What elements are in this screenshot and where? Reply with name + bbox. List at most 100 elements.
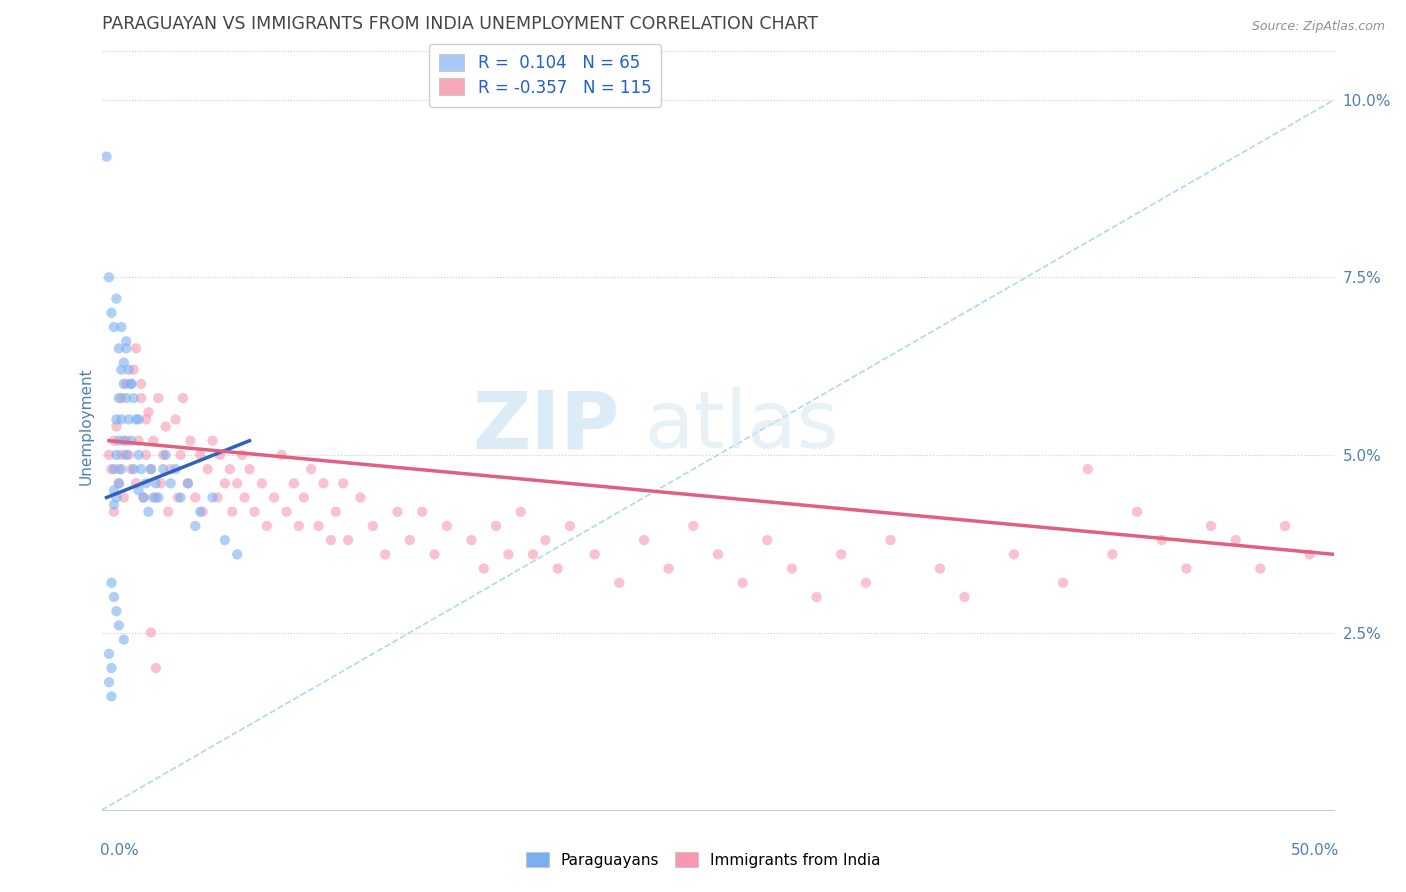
Point — [105, 419, 128, 434]
Legend: R =  0.104   N = 65, R = -0.357   N = 115: R = 0.104 N = 65, R = -0.357 N = 115 — [429, 44, 661, 106]
Point — [142, 434, 165, 448]
Point — [214, 476, 236, 491]
Point — [98, 448, 121, 462]
Point — [108, 462, 131, 476]
Y-axis label: Unemployment: Unemployment — [79, 368, 93, 485]
Point — [100, 661, 122, 675]
Point — [879, 533, 901, 548]
Point — [361, 519, 384, 533]
Point — [165, 462, 187, 476]
Text: PARAGUAYAN VS IMMIGRANTS FROM INDIA UNEMPLOYMENT CORRELATION CHART: PARAGUAYAN VS IMMIGRANTS FROM INDIA UNEM… — [101, 15, 818, 33]
Point — [112, 355, 135, 369]
Point — [1150, 533, 1173, 548]
Point — [522, 547, 544, 561]
Point — [374, 547, 396, 561]
Point — [169, 491, 191, 505]
Point — [98, 675, 121, 690]
Point — [108, 342, 131, 356]
Point — [110, 412, 132, 426]
Point — [103, 498, 125, 512]
Point — [112, 632, 135, 647]
Point — [128, 483, 150, 498]
Point — [855, 575, 877, 590]
Point — [142, 491, 165, 505]
Point — [226, 476, 249, 491]
Point — [250, 476, 273, 491]
Point — [806, 590, 828, 604]
Point — [152, 462, 174, 476]
Point — [1101, 547, 1123, 561]
Point — [129, 376, 152, 391]
Point — [214, 533, 236, 548]
Point — [498, 547, 520, 561]
Point — [485, 519, 508, 533]
Point — [197, 462, 219, 476]
Point — [607, 575, 630, 590]
Point — [108, 391, 131, 405]
Point — [122, 391, 145, 405]
Point — [135, 476, 157, 491]
Point — [332, 476, 354, 491]
Point — [953, 590, 976, 604]
Point — [177, 476, 200, 491]
Point — [558, 519, 581, 533]
Point — [436, 519, 458, 533]
Point — [1126, 505, 1149, 519]
Point — [125, 412, 148, 426]
Point — [132, 491, 155, 505]
Point — [128, 434, 150, 448]
Point — [201, 491, 224, 505]
Point — [122, 462, 145, 476]
Point — [145, 476, 167, 491]
Point — [98, 647, 121, 661]
Point — [108, 476, 131, 491]
Point — [125, 342, 148, 356]
Point — [276, 505, 298, 519]
Point — [138, 405, 160, 419]
Point — [231, 448, 253, 462]
Point — [387, 505, 409, 519]
Point — [1175, 561, 1198, 575]
Point — [100, 690, 122, 704]
Point — [120, 376, 142, 391]
Point — [118, 362, 141, 376]
Point — [103, 505, 125, 519]
Point — [105, 412, 128, 426]
Point — [288, 519, 311, 533]
Point — [472, 561, 495, 575]
Point — [731, 575, 754, 590]
Point — [115, 342, 138, 356]
Point — [1077, 462, 1099, 476]
Point — [1199, 519, 1222, 533]
Point — [184, 491, 207, 505]
Point — [243, 505, 266, 519]
Point — [120, 376, 142, 391]
Point — [118, 448, 141, 462]
Point — [115, 391, 138, 405]
Point — [398, 533, 420, 548]
Point — [120, 434, 142, 448]
Point — [96, 150, 118, 164]
Point — [1298, 547, 1320, 561]
Point — [105, 448, 128, 462]
Point — [108, 476, 131, 491]
Point — [1052, 575, 1074, 590]
Point — [325, 505, 347, 519]
Point — [110, 362, 132, 376]
Point — [157, 505, 180, 519]
Point — [707, 547, 730, 561]
Point — [132, 491, 155, 505]
Point — [299, 462, 322, 476]
Point — [201, 434, 224, 448]
Point — [1002, 547, 1025, 561]
Point — [98, 270, 121, 285]
Point — [312, 476, 335, 491]
Point — [112, 491, 135, 505]
Point — [149, 476, 172, 491]
Legend: Paraguayans, Immigrants from India: Paraguayans, Immigrants from India — [520, 846, 886, 873]
Point — [169, 448, 191, 462]
Point — [110, 462, 132, 476]
Point — [135, 448, 157, 462]
Point — [110, 448, 132, 462]
Point — [129, 391, 152, 405]
